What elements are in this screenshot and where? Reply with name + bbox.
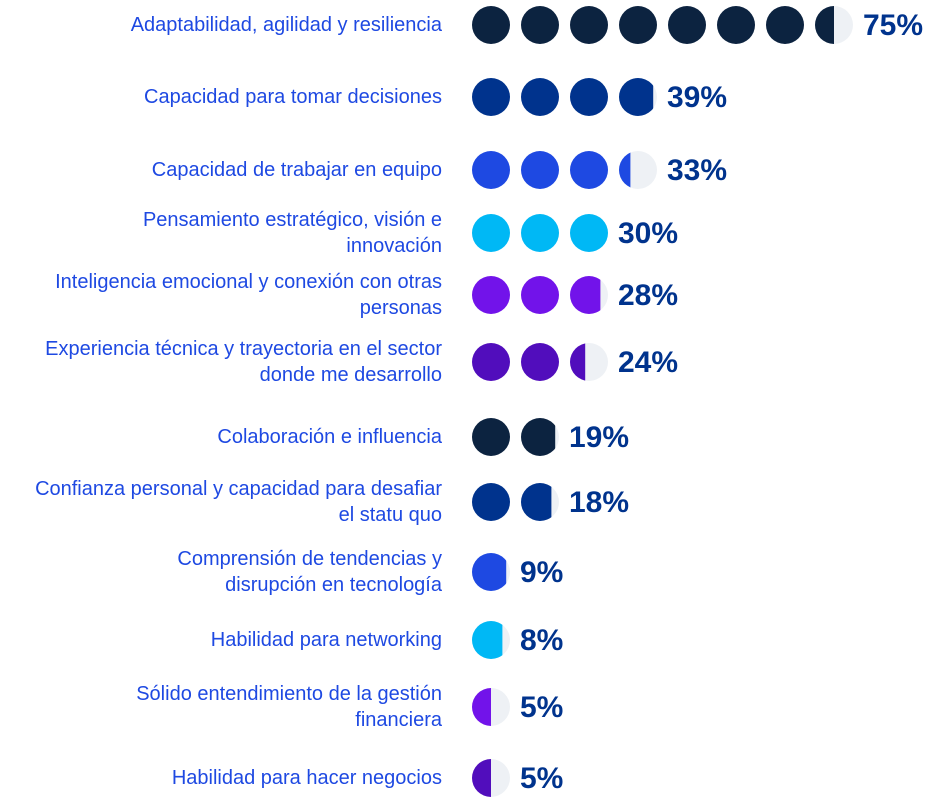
dot-partial (472, 688, 491, 726)
category-label: Colaboración e influencia (217, 426, 442, 448)
dot (472, 151, 510, 189)
dot-row (472, 688, 510, 726)
dot (570, 78, 608, 116)
value-label: 28% (618, 279, 678, 312)
category-label: Capacidad de trabajar en equipo (151, 159, 442, 181)
category-label: Comprensión de tendencias y disrupción e… (177, 548, 442, 596)
dot-partial (619, 78, 654, 116)
dot-row (472, 214, 608, 252)
dot (472, 343, 510, 381)
dot (570, 214, 608, 252)
dot-partial (570, 276, 601, 314)
dot (521, 6, 559, 44)
dot (570, 151, 608, 189)
dot (766, 6, 804, 44)
dot (570, 6, 608, 44)
category-label: Inteligencia emocional y conexión con ot… (55, 271, 442, 319)
dot (521, 214, 559, 252)
dot-partial (472, 553, 507, 591)
category-label: Adaptabilidad, agilidad y resiliencia (130, 14, 442, 36)
dot-row (472, 759, 510, 797)
dot-row (472, 621, 510, 659)
category-label: Confianza personal y capacidad para desa… (35, 478, 442, 526)
dot-partial (570, 343, 586, 381)
dot (472, 276, 510, 314)
dot (472, 483, 510, 521)
category-label: Sólido entendimiento de la gestión finan… (136, 683, 442, 731)
dot-partial (472, 621, 503, 659)
value-label: 9% (520, 556, 563, 589)
dot (668, 6, 706, 44)
dot (472, 6, 510, 44)
dot-partial (521, 483, 552, 521)
value-label: 39% (667, 81, 727, 114)
value-label: 24% (618, 346, 678, 379)
dot-row (472, 343, 608, 381)
category-label: Habilidad para hacer negocios (171, 767, 442, 789)
value-label: 8% (520, 624, 563, 657)
value-label: 33% (667, 154, 727, 187)
dot (472, 78, 510, 116)
dot-row (472, 483, 559, 521)
dot (521, 276, 559, 314)
dot-row (472, 151, 657, 189)
value-label: 18% (569, 486, 629, 519)
dot (521, 343, 559, 381)
dot (521, 151, 559, 189)
dot-partial (815, 6, 834, 44)
dot (717, 6, 755, 44)
value-label: 5% (520, 762, 563, 795)
value-label: 19% (569, 421, 629, 454)
dot (521, 78, 559, 116)
dot-row (472, 6, 853, 44)
dot (619, 6, 657, 44)
category-label: Pensamiento estratégico, visión e innova… (142, 209, 442, 257)
dot-row (472, 418, 559, 456)
value-label: 75% (863, 9, 923, 42)
dot (472, 418, 510, 456)
dot-partial (521, 418, 556, 456)
category-label: Experiencia técnica y trayectoria en el … (45, 338, 442, 386)
category-label: Capacidad para tomar decisiones (144, 86, 442, 108)
dot (472, 214, 510, 252)
dot-row (472, 78, 657, 116)
value-label: 30% (618, 217, 678, 250)
dot-partial (472, 759, 491, 797)
value-label: 5% (520, 691, 563, 724)
dot-row (472, 553, 510, 591)
dot-row (472, 276, 608, 314)
dot-partial (619, 152, 631, 188)
category-label: Habilidad para networking (210, 629, 442, 651)
